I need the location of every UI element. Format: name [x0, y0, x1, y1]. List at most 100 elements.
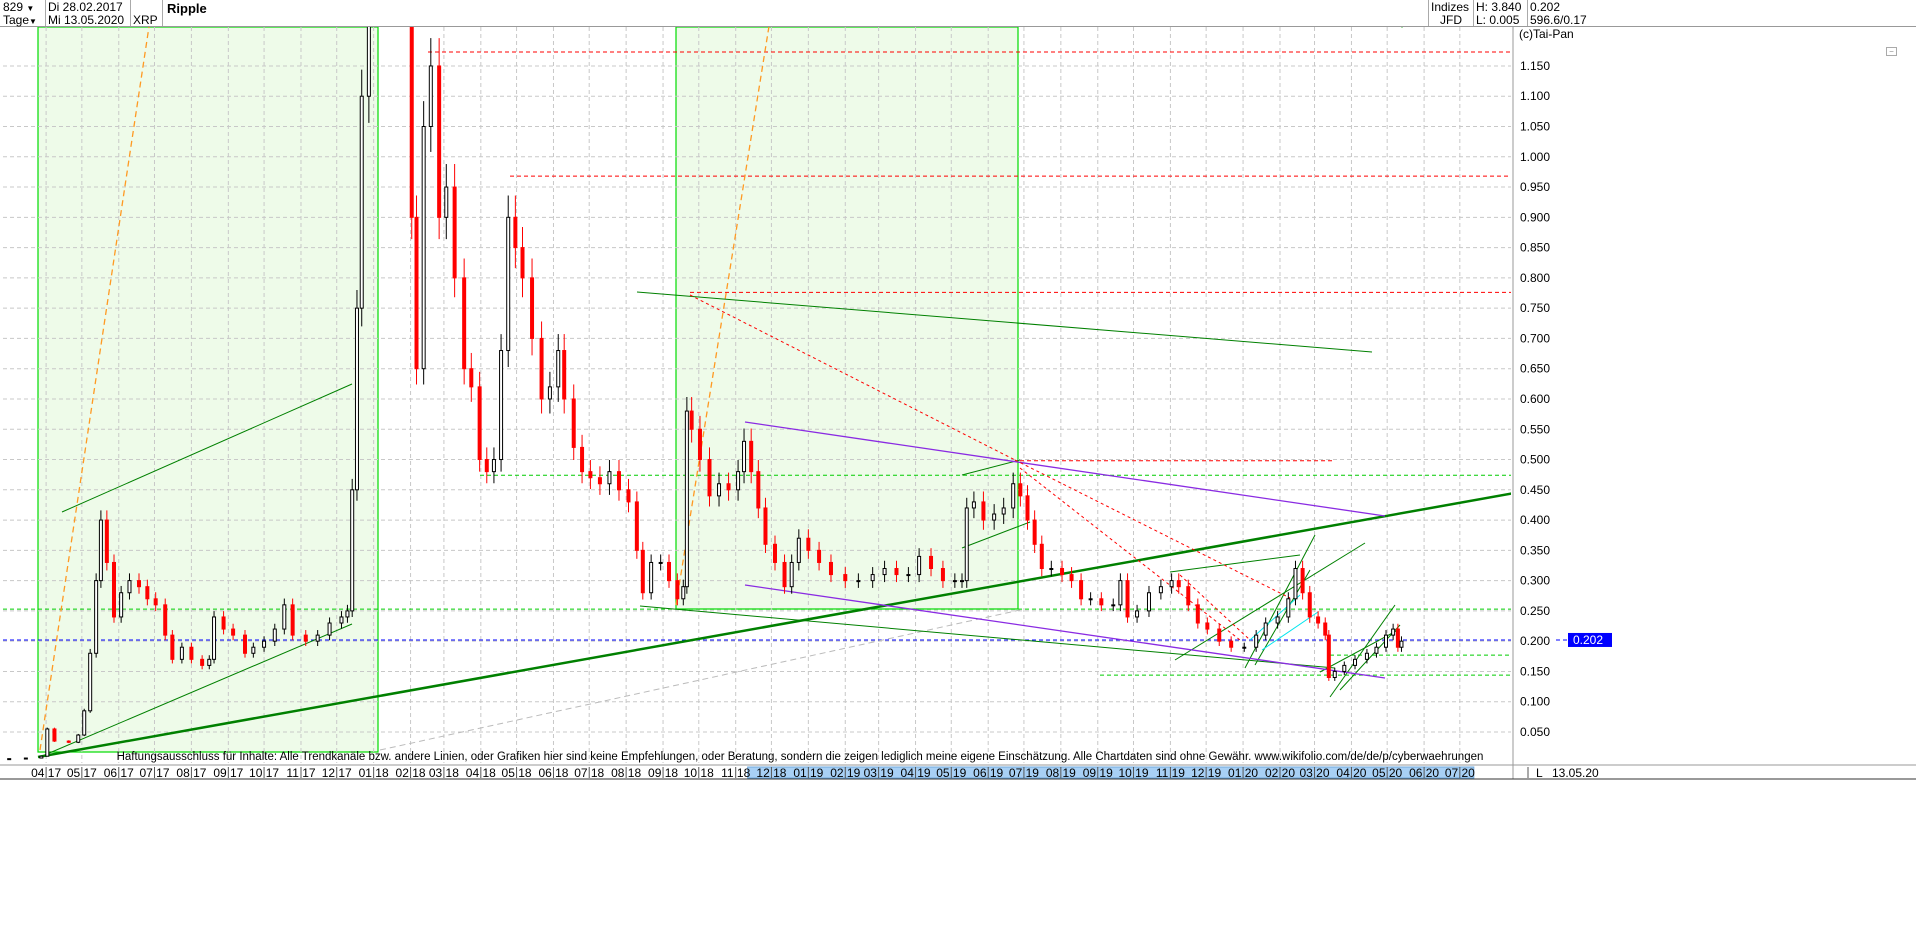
scale-info: 596.6/0.17 [1530, 13, 1587, 27]
candle [1286, 598, 1291, 618]
bar-count-select[interactable]: 829 ▼ [3, 1, 34, 15]
candle [856, 580, 861, 583]
last-value: 0.202 [1530, 0, 1561, 14]
candle [212, 616, 217, 660]
channel-line [39, 623, 353, 758]
channel-line [961, 459, 1021, 476]
y-tick-label: 0.200 [1520, 634, 1550, 648]
highlight-zone [37, 27, 379, 753]
candle [491, 459, 496, 473]
source-label: JFD [1440, 13, 1462, 27]
candle [1195, 604, 1200, 624]
candle [421, 126, 426, 370]
candle [675, 580, 680, 600]
disclaimer-text: Haftungsausschluss für Inhalte: Alle Tre… [117, 751, 1484, 763]
y-tick-label: 0.450 [1520, 483, 1550, 497]
end-date-label: 13.05.20 [1552, 766, 1599, 780]
candle [817, 549, 822, 563]
candle [153, 598, 158, 606]
candle [452, 186, 457, 279]
y-tick-label: 0.550 [1520, 422, 1550, 436]
period-select[interactable]: Tage▼ [3, 14, 37, 28]
candle [477, 386, 482, 461]
candle [1069, 574, 1074, 582]
candle [971, 501, 976, 509]
candle [1353, 658, 1358, 666]
x-tick-label: 01 19 [793, 766, 823, 780]
x-tick-label: 03 20 [1300, 766, 1330, 780]
y-tick-label: 0.600 [1520, 392, 1550, 406]
candle [98, 519, 103, 582]
candle [917, 555, 922, 576]
candle [929, 555, 934, 570]
channel-line [961, 521, 1031, 549]
candle [828, 561, 833, 576]
candle [597, 477, 602, 485]
candle [127, 580, 132, 594]
candle [303, 634, 308, 642]
candle [1316, 616, 1321, 624]
candle [556, 350, 561, 388]
candle [1205, 622, 1210, 630]
time-axis[interactable]: 04 17 05 17 06 17 07 17 08 17 09 17 10 17 11 17… [31, 766, 1599, 780]
candle [469, 368, 474, 388]
x-tick-label: 05 19 [936, 766, 966, 780]
candle [580, 446, 585, 473]
x-tick-label: 02 19 [830, 766, 860, 780]
candles [7, 27, 1404, 761]
fib-fan-line [675, 27, 770, 606]
candle [1307, 592, 1312, 618]
candle [221, 616, 226, 630]
date-to[interactable]: Mi 13.05.2020 [48, 13, 125, 27]
copyright-label: (c)Tai-Pan [1519, 27, 1574, 41]
bar-count-value: 829 [3, 0, 24, 14]
candle [1099, 598, 1104, 606]
y-tick-label: 0.050 [1520, 725, 1550, 739]
candle [231, 628, 236, 636]
candle [45, 728, 50, 757]
collapse-icon[interactable]: − [1886, 47, 1897, 56]
candle [952, 580, 957, 583]
candle [1125, 580, 1130, 618]
candle [327, 622, 332, 636]
x-tick-label: 04 18 [466, 766, 496, 780]
candle [667, 561, 672, 582]
candle [697, 428, 702, 461]
candle [1293, 568, 1298, 600]
candle [145, 586, 150, 600]
highlight-zones [37, 27, 1019, 753]
x-tick-label: 02 18 [396, 766, 426, 780]
candle [315, 634, 320, 642]
x-tick-label: 08 17 [176, 766, 206, 780]
date-from[interactable]: Di 28.02.2017 [48, 0, 123, 14]
y-tick-label: 0.650 [1520, 362, 1550, 376]
candle [111, 561, 116, 618]
candle [588, 471, 593, 479]
candle [345, 610, 350, 618]
candle [88, 652, 93, 712]
candle [756, 471, 761, 509]
candle [616, 471, 621, 491]
red-dotted-line [1014, 459, 1291, 599]
candle [170, 634, 175, 660]
candle [243, 634, 248, 654]
candle [462, 277, 467, 370]
candle [1399, 640, 1404, 648]
candle [506, 216, 511, 352]
candle [437, 65, 442, 218]
candle [992, 513, 997, 521]
candle [1118, 580, 1123, 606]
candle [1300, 568, 1305, 594]
candle [414, 216, 419, 370]
candle [707, 459, 712, 497]
candle [52, 728, 57, 742]
x-tick-label: 05 18 [502, 766, 532, 780]
candle [940, 568, 945, 582]
x-tick-label: 01 20 [1228, 766, 1258, 780]
candle [689, 410, 694, 430]
channel-line [1339, 624, 1401, 691]
candle [964, 507, 969, 582]
candle [1275, 616, 1280, 624]
candle [1169, 580, 1174, 588]
